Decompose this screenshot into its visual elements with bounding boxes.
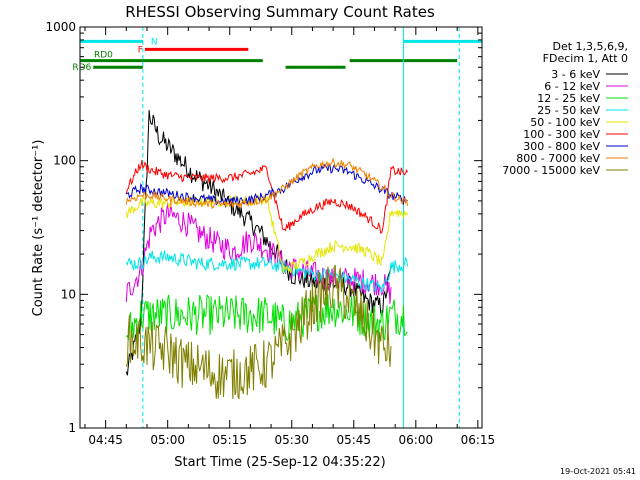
series-line [125, 264, 392, 400]
series-line [125, 250, 409, 294]
legend: Det 1,3,5,6,9,FDecim 1, Att 0 3 - 6 keV6 … [502, 40, 628, 177]
legend-entry-label: 800 - 7000 keV [516, 152, 600, 165]
legend-entry-label: 3 - 6 keV [551, 68, 600, 81]
x-tick-label: 06:00 [399, 433, 434, 447]
legend-entry-label: 25 - 50 keV [537, 104, 600, 117]
footer-date: 19-Oct-2021 05:41 [560, 467, 636, 476]
y-tick-label: 10 [61, 287, 76, 301]
annotation-label: F [138, 45, 143, 55]
series-line [125, 110, 392, 376]
legend-header: FDecim 1, Att 0 [543, 52, 628, 65]
legend-entry-label: 12 - 25 keV [537, 92, 600, 105]
legend-entry-label: 50 - 100 keV [530, 116, 600, 129]
axis-ticks: 1 10 100 1000 04:45 05:00 05:15 05:30 05:45 06:00… [45, 20, 495, 447]
x-tick-label: 06:15 [461, 433, 496, 447]
y-tick-label: 1000 [45, 20, 76, 34]
annotation-label: RD6 [72, 63, 91, 73]
y-tick-label: 1 [68, 421, 76, 435]
series-line [125, 158, 409, 210]
x-tick-label: 05:30 [274, 433, 309, 447]
series-line [125, 193, 409, 274]
legend-header: Det 1,3,5,6,9, [552, 40, 628, 53]
series-line [126, 163, 408, 207]
x-tick-label: 05:15 [212, 433, 247, 447]
x-axis-label: Start Time (25-Sep-12 04:35:22) [174, 455, 385, 470]
legend-entry-label: 100 - 300 keV [523, 128, 600, 141]
annotation-label: N [151, 37, 158, 47]
y-tick-label: 100 [53, 154, 76, 168]
y-axis-label: Count Rate (s⁻¹ detector⁻¹) [31, 140, 46, 317]
series-group [125, 110, 409, 400]
series-line [125, 160, 409, 234]
x-tick-label: 04:45 [88, 433, 123, 447]
chart-title: RHESSI Observing Summary Count Rates [125, 3, 435, 21]
x-tick-label: 05:00 [150, 433, 185, 447]
plot-frame [79, 26, 483, 429]
legend-entry-label: 300 - 800 keV [523, 140, 600, 153]
legend-entry-label: 7000 - 15000 keV [502, 164, 600, 177]
annotation-label: RD0 [94, 51, 113, 61]
x-tick-label: 05:45 [336, 433, 371, 447]
legend-entry-label: 6 - 12 keV [544, 80, 600, 93]
